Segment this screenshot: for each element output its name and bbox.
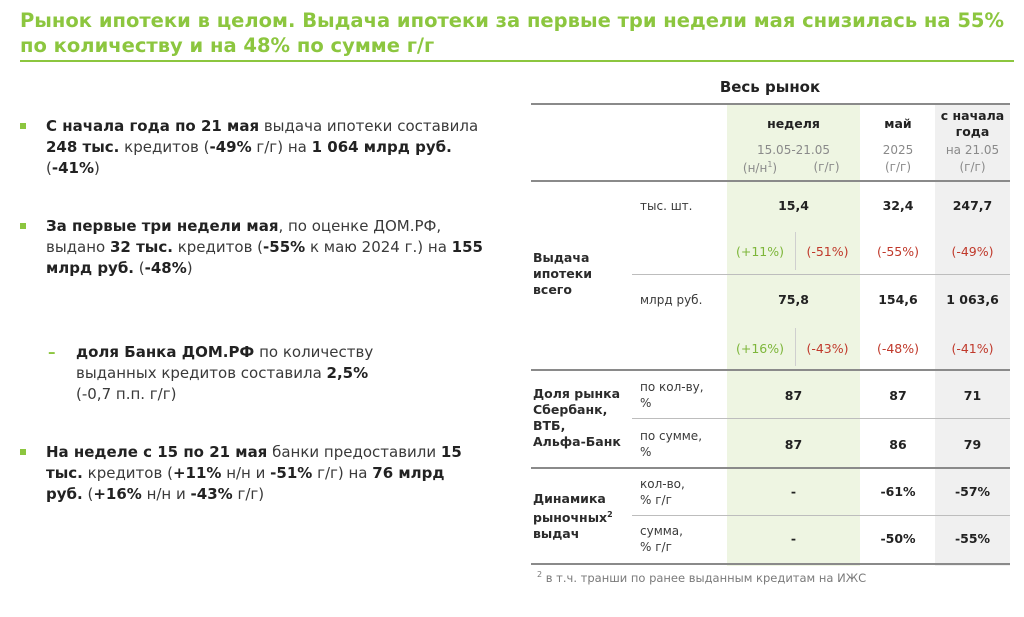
header-ytd-gg: (г/г) (959, 160, 986, 174)
title-underline (20, 60, 1014, 62)
page-title: Рынок ипотеки в целом. Выдача ипотеки за… (20, 9, 1005, 57)
sum-may: 154,6 (878, 292, 918, 307)
table-footnote: 2 в т.ч. транши по ранее выданным кредит… (537, 570, 867, 585)
count-ytd-gg: (-49%) (951, 244, 994, 259)
sum-gg: (-43%) (806, 341, 849, 356)
sum-may-gg: (-48%) (876, 341, 920, 356)
table-top-rule (531, 103, 1010, 105)
section-dynamics-label: Динамика рыночных2 выдач (533, 491, 613, 542)
section-rule (531, 369, 1010, 371)
dyn-count-ytd: -57% (954, 484, 991, 499)
table-title: Весь рынок (719, 78, 821, 96)
header-week-gg: (г/г) (813, 160, 840, 174)
dyn-sum-week: - (790, 531, 797, 546)
unit-count: тыс. шт. (640, 199, 693, 213)
sum-ytd: 1 063,6 (946, 292, 999, 307)
bullet-marker (20, 449, 26, 455)
header-may-year: 2025 (882, 143, 914, 157)
unit-dyn-count: кол-во,% г/г (640, 477, 685, 507)
sum-ytd-gg: (-41%) (951, 341, 994, 356)
row-divider (632, 274, 1010, 275)
section-issuance-label: Выдача ипотеки всего (533, 250, 592, 297)
share-sum-ytd: 79 (963, 437, 982, 452)
share-sum-week: 87 (784, 437, 803, 452)
sum-week: 75,8 (778, 292, 809, 307)
count-may: 32,4 (882, 198, 914, 213)
header-may-gg: (г/г) (884, 160, 911, 174)
unit-sum: млрд руб. (640, 293, 703, 307)
bullet-week: На неделе с 15 по 21 мая банки предостав… (20, 442, 490, 505)
dyn-count-may: -61% (880, 484, 916, 499)
section-rule (531, 467, 1010, 469)
header-ytd: с начала года (940, 108, 1005, 139)
unit-share-sum: по сумме,% (640, 429, 703, 459)
share-count-ytd: 71 (963, 388, 982, 403)
unit-share-count: по кол-ву,% (640, 380, 704, 410)
share-count-week: 87 (784, 388, 803, 403)
bullet-marker (20, 123, 26, 129)
count-nn: (+11%) (735, 244, 784, 259)
share-sum-may: 86 (889, 437, 907, 452)
bullet-ytd: С начала года по 21 мая выдача ипотеки с… (20, 116, 490, 179)
count-may-gg: (-55%) (876, 244, 920, 259)
bullet-domrf-share: – доля Банка ДОМ.РФ по количеству выданн… (48, 343, 374, 403)
header-ytd-date: на 21.05 (945, 143, 1000, 157)
cell-divider (795, 328, 796, 366)
header-bottom-rule (531, 180, 1010, 182)
section-share-label: Доля рынка Сбербанк, ВТБ, Альфа-Банк (533, 386, 621, 449)
header-week-nn: (н/н1) (742, 160, 778, 175)
bullet-marker (20, 223, 26, 229)
cell-divider (795, 232, 796, 270)
unit-dyn-sum: сумма,% г/г (640, 524, 683, 554)
row-divider (632, 515, 1010, 516)
header-week: неделя (767, 116, 820, 131)
row-divider (632, 418, 1010, 419)
dyn-sum-may: -50% (880, 531, 916, 546)
dash-marker: – (48, 343, 56, 361)
count-week: 15,4 (778, 198, 809, 213)
share-count-may: 87 (889, 388, 907, 403)
dyn-sum-ytd: -55% (954, 531, 991, 546)
count-ytd: 247,7 (952, 198, 993, 213)
dyn-count-week: - (790, 484, 797, 499)
bullet-may: За первые три недели мая, по оценке ДОМ.… (20, 216, 490, 279)
count-gg: (-51%) (806, 244, 849, 259)
header-week-period: 15.05-21.05 (756, 143, 831, 157)
sum-nn: (+16%) (735, 341, 784, 356)
header-may: май (884, 116, 912, 131)
table-bottom-rule (531, 563, 1010, 565)
